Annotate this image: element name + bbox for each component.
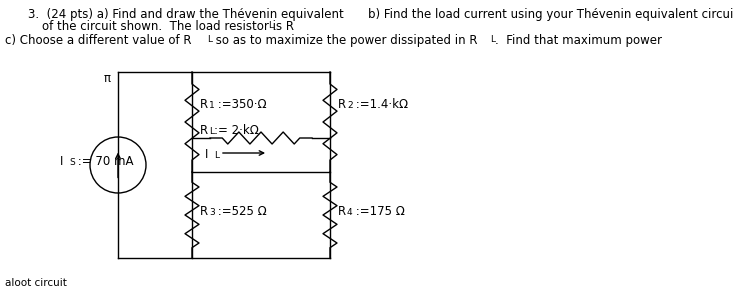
Text: S: S [69, 158, 75, 167]
Text: 3: 3 [209, 208, 215, 217]
Text: :=525 Ω: :=525 Ω [214, 205, 267, 218]
Text: R: R [200, 124, 208, 137]
Text: 4: 4 [347, 208, 353, 217]
Text: :=175 Ω: :=175 Ω [352, 205, 405, 218]
Text: L: L [209, 127, 214, 136]
Text: L: L [214, 151, 219, 160]
Text: b) Find the load current using your Thévenin equivalent circuit.: b) Find the load current using your Thév… [368, 8, 733, 21]
Text: R: R [338, 205, 346, 218]
Text: .  Find that maximum power: . Find that maximum power [495, 34, 662, 47]
Text: R: R [338, 98, 346, 111]
Text: := 2·kΩ: := 2·kΩ [214, 124, 259, 137]
Text: L: L [490, 36, 495, 44]
Text: .: . [273, 20, 277, 33]
Text: 2: 2 [347, 101, 353, 110]
Text: I: I [60, 155, 63, 168]
Text: R: R [200, 98, 208, 111]
Text: R: R [200, 205, 208, 218]
Text: := 70 mA: := 70 mA [74, 155, 133, 168]
Text: L: L [207, 36, 212, 44]
Text: of the circuit shown.  The load resistor is R: of the circuit shown. The load resistor … [42, 20, 294, 33]
Text: :=1.4·kΩ: :=1.4·kΩ [352, 98, 408, 111]
Text: 3.  (24 pts) a) Find and draw the Thévenin equivalent: 3. (24 pts) a) Find and draw the Théveni… [28, 8, 344, 21]
Text: L: L [268, 22, 273, 30]
Text: 1: 1 [209, 101, 215, 110]
Text: :=350·Ω: :=350·Ω [214, 98, 267, 111]
Text: I: I [205, 148, 208, 161]
Text: aloot circuit: aloot circuit [5, 278, 67, 288]
Text: so as to maximize the power dissipated in R: so as to maximize the power dissipated i… [212, 34, 477, 47]
Text: c) Choose a different value of R: c) Choose a different value of R [5, 34, 191, 47]
Text: π: π [104, 72, 111, 85]
